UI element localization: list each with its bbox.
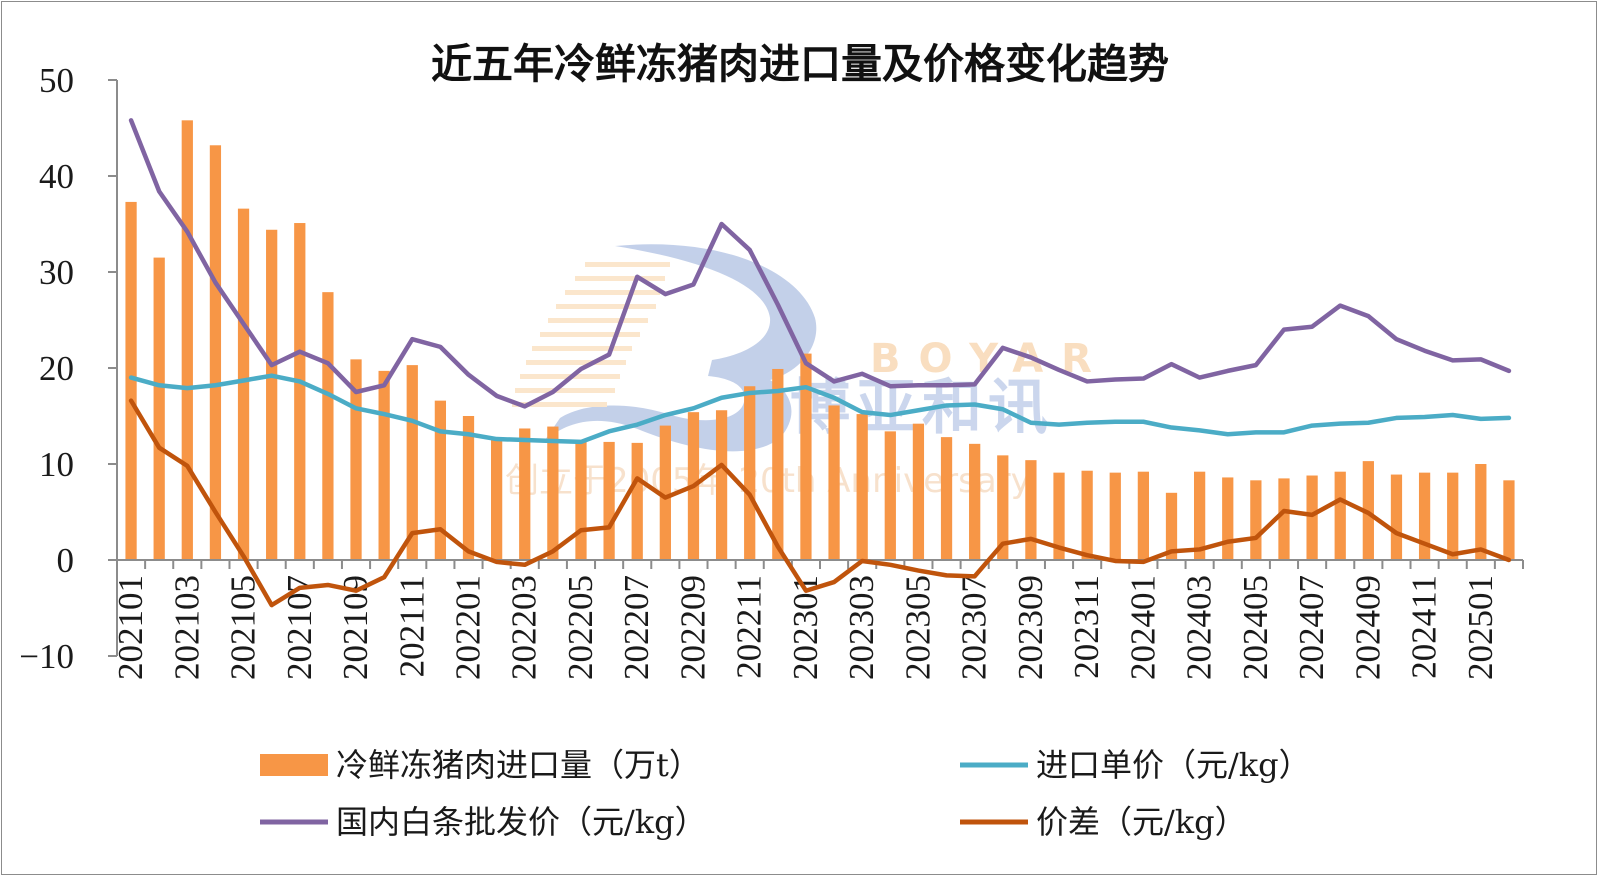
- y-tick-label: 30: [39, 253, 74, 292]
- x-tick-label: 202211: [730, 575, 769, 679]
- x-tick-label: 202411: [1405, 575, 1444, 679]
- bar-202102: [153, 257, 165, 560]
- x-tick-label: 202403: [1180, 575, 1219, 680]
- legend-swatch: [260, 754, 328, 776]
- bar-202403: [1194, 471, 1206, 560]
- bar-202407: [1306, 475, 1318, 560]
- bar-202406: [1278, 478, 1290, 560]
- bar-202110: [378, 370, 390, 560]
- bar-202311: [1081, 470, 1093, 560]
- x-tick-label: 202105: [224, 575, 263, 680]
- bar-202204: [547, 426, 559, 560]
- bar-202108: [322, 292, 334, 560]
- line-1: [128, 373, 1512, 445]
- bar-202203: [519, 428, 531, 560]
- legend-item-2: 国内白条批发价（元/kg）: [260, 803, 707, 841]
- x-tick-label: 202203: [505, 575, 544, 680]
- x-tick-label: 202101: [111, 575, 150, 680]
- x-tick-label: 202209: [673, 575, 712, 680]
- x-tick-label: 202311: [1067, 575, 1106, 679]
- x-tick-label: 202111: [392, 575, 431, 677]
- bar-202310: [1053, 472, 1065, 560]
- y-tick-label: 0: [57, 541, 75, 580]
- bar-202202: [491, 440, 503, 560]
- x-tick-label: 202305: [898, 575, 937, 680]
- bar-202308: [997, 455, 1009, 560]
- bar-202106: [266, 229, 278, 560]
- bar-202405: [1250, 480, 1262, 560]
- y-tick-label: 20: [39, 349, 74, 388]
- legend-item-1: 进口单价（元/kg）: [960, 746, 1311, 784]
- x-tick-label: 202201: [449, 575, 488, 680]
- bar-series: [125, 120, 1515, 561]
- bar-202207: [631, 442, 643, 560]
- bar-202309: [1025, 460, 1037, 560]
- x-tick-label: 202407: [1292, 575, 1331, 680]
- bar-202111: [406, 365, 418, 560]
- bar-202408: [1334, 471, 1346, 560]
- chart-title: 近五年冷鲜冻猪肉进口量及价格变化趋势: [431, 40, 1169, 88]
- y-tick-label: 50: [39, 61, 74, 100]
- x-tick-label: 202307: [955, 575, 994, 680]
- bar-202301: [800, 353, 812, 560]
- bar-202210: [715, 410, 728, 560]
- bar-202303: [856, 414, 868, 560]
- bar-202201: [462, 416, 475, 560]
- legend-label: 价差（元/kg）: [1036, 803, 1247, 841]
- legend-label: 冷鲜冻猪肉进口量（万t）: [336, 746, 701, 784]
- bar-202402: [1165, 492, 1178, 560]
- line-2: [128, 118, 1512, 409]
- bar-202305: [912, 423, 925, 560]
- bar-202212: [772, 368, 784, 560]
- bar-202412: [1447, 472, 1459, 560]
- bar-202105: [237, 208, 250, 560]
- bar-202401: [1137, 471, 1150, 560]
- bar-202206: [603, 441, 615, 560]
- bar-202411: [1418, 472, 1431, 560]
- bar-202211: [744, 386, 756, 560]
- x-tick-label: 202501: [1461, 575, 1500, 680]
- line-3: [128, 398, 1512, 608]
- bar-202101: [125, 201, 137, 561]
- bar-202304: [884, 431, 896, 560]
- x-tick-label: 202205: [561, 575, 600, 680]
- y-tick-label: 10: [39, 445, 74, 484]
- legend-item-3: 价差（元/kg）: [960, 803, 1247, 841]
- bar-202502: [1503, 480, 1515, 560]
- bar-202410: [1390, 474, 1403, 560]
- y-tick-label: 40: [39, 157, 74, 196]
- bar-202109: [350, 359, 362, 560]
- bar-202104: [209, 145, 222, 560]
- bar-202107: [294, 223, 306, 561]
- legend: 冷鲜冻猪肉进口量（万t） 进口单价（元/kg） 国内白条批发价（元/kg） 价差（元/…: [260, 746, 1311, 841]
- x-tick-label: 202207: [617, 575, 656, 680]
- bar-202103: [181, 120, 193, 560]
- bar-202302: [828, 405, 840, 560]
- axes: 50 40 30 20 10 0 −10 202101 202103 202105 202107 20…: [19, 61, 1524, 680]
- legend-item-0: 冷鲜冻猪肉进口量（万t）: [260, 746, 701, 784]
- bar-202312: [1109, 472, 1121, 560]
- x-tick-label: 202405: [1236, 575, 1275, 680]
- bar-202404: [1222, 477, 1234, 560]
- x-tick-label: 202103: [167, 575, 206, 680]
- bar-202205: [575, 441, 587, 560]
- x-tick-label: 202409: [1348, 575, 1387, 680]
- bar-202112: [434, 400, 447, 560]
- bar-202306: [940, 437, 953, 560]
- bar-202208: [659, 425, 671, 560]
- bar-202307: [969, 443, 981, 560]
- legend-label: 国内白条批发价（元/kg）: [336, 803, 707, 841]
- bar-202501: [1475, 464, 1487, 560]
- line-series: [128, 118, 1512, 608]
- x-tick-label: 202107: [280, 575, 319, 680]
- y-tick-label: −10: [19, 637, 74, 676]
- x-tick-label: 202303: [842, 575, 881, 680]
- legend-label: 进口单价（元/kg）: [1036, 746, 1311, 784]
- x-tick-label: 202309: [1011, 575, 1050, 680]
- boyar-logo-icon: [512, 244, 817, 452]
- x-tick-label: 202401: [1123, 575, 1162, 680]
